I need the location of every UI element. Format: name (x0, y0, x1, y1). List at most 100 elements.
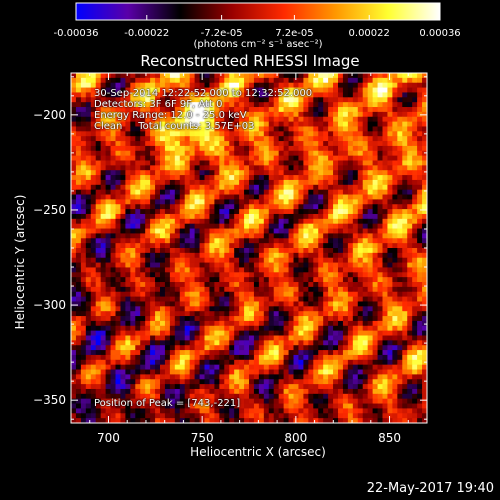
heatmap-cell (145, 175, 151, 181)
heatmap-cell (110, 136, 116, 142)
heatmap-cell (293, 291, 299, 298)
heatmap-cell (189, 160, 196, 166)
heatmap-cell (263, 248, 270, 254)
heatmap-cell (174, 345, 181, 351)
heatmap-cell (347, 277, 354, 283)
heatmap-cell (194, 248, 200, 254)
heatmap-cell (214, 384, 220, 390)
heatmap-cell (164, 384, 171, 390)
heatmap-cell (362, 374, 369, 380)
heatmap-cell (422, 320, 427, 327)
heatmap-cell (382, 121, 388, 127)
heatmap-cell (249, 126, 255, 132)
heatmap-cell (90, 262, 97, 268)
heatmap-cell (308, 306, 314, 312)
heatmap-cell (387, 116, 393, 123)
heatmap-cell (189, 369, 196, 375)
heatmap-cell (392, 286, 398, 293)
heatmap-cell (278, 350, 285, 356)
heatmap-cell (347, 218, 354, 225)
heatmap-cell (328, 126, 334, 132)
heatmap-cell (164, 116, 171, 123)
heatmap-cell (224, 248, 230, 254)
heatmap-cell (412, 233, 418, 239)
heatmap-cell (234, 175, 240, 181)
heatmap-cell (140, 82, 146, 88)
heatmap-cell (253, 374, 260, 380)
heatmap-cell (244, 194, 250, 200)
heatmap-cell (412, 141, 418, 147)
heatmap-cell (234, 291, 240, 298)
heatmap-cell (412, 282, 418, 288)
heatmap-cell (387, 282, 393, 288)
heatmap-cell (204, 252, 210, 259)
heatmap-cell (412, 179, 418, 186)
heatmap-cell (199, 282, 205, 288)
heatmap-cell (288, 223, 294, 229)
heatmap-cell (328, 223, 334, 229)
heatmap-cell (387, 359, 393, 366)
heatmap-cell (125, 238, 131, 244)
heatmap-cell (125, 388, 131, 395)
heatmap-cell (224, 102, 230, 108)
heatmap-cell (402, 170, 408, 176)
heatmap-cell (293, 77, 299, 84)
heatmap-cell (333, 184, 339, 191)
heatmap-cell (169, 335, 176, 341)
heatmap-cell (249, 131, 255, 137)
heatmap-cell (75, 73, 82, 79)
heatmap-cell (273, 126, 280, 132)
heatmap-cell (224, 316, 230, 322)
heatmap-cell (184, 150, 191, 157)
heatmap-cell (105, 374, 111, 380)
heatmap-cell (323, 398, 329, 404)
heatmap-cell (174, 257, 181, 263)
heatmap-cell (328, 257, 334, 263)
heatmap-cell (140, 126, 146, 132)
heatmap-cell (417, 209, 423, 215)
heatmap-cell (90, 97, 97, 103)
heatmap-cell (352, 121, 359, 127)
heatmap-cell (110, 199, 116, 205)
heatmap-cell (249, 393, 255, 400)
heatmap-cell (313, 121, 319, 127)
heatmap-cell (263, 179, 270, 186)
heatmap-cell (189, 403, 196, 409)
heatmap-cell (75, 301, 82, 307)
heatmap-cell (397, 209, 403, 215)
heatmap-cell (253, 170, 260, 176)
heatmap-cell (100, 403, 107, 409)
heatmap-cell (347, 73, 354, 79)
heatmap-cell (224, 141, 230, 147)
heatmap-cell (209, 92, 215, 98)
heatmap-cell (402, 379, 408, 385)
heatmap-cell (328, 359, 334, 366)
heatmap-cell (258, 175, 265, 181)
heatmap-cell (145, 252, 151, 259)
heatmap-cell (357, 403, 364, 409)
heatmap-cell (155, 354, 161, 361)
heatmap-cell (71, 136, 77, 142)
heatmap-cell (85, 145, 92, 152)
heatmap-cell (199, 350, 205, 356)
heatmap-cell (342, 165, 349, 171)
heatmap-cell (392, 194, 398, 200)
heatmap-cell (323, 82, 329, 88)
heatmap-cell (164, 184, 171, 191)
heatmap-cell (278, 116, 285, 123)
heatmap-cell (150, 82, 156, 88)
heatmap-cell (184, 141, 191, 147)
heatmap-cell (160, 145, 166, 152)
heatmap-cell (278, 384, 285, 390)
heatmap-cell (115, 398, 121, 404)
heatmap-cell (105, 316, 111, 322)
heatmap-cell (347, 257, 354, 263)
heatmap-cell (249, 213, 255, 220)
heatmap-cell (150, 77, 156, 84)
heatmap-cell (204, 121, 210, 127)
heatmap-cell (110, 252, 116, 259)
heatmap-cell (318, 267, 324, 273)
heatmap-cell (288, 209, 294, 215)
heatmap-cell (189, 306, 196, 312)
heatmap-cell (352, 194, 359, 200)
